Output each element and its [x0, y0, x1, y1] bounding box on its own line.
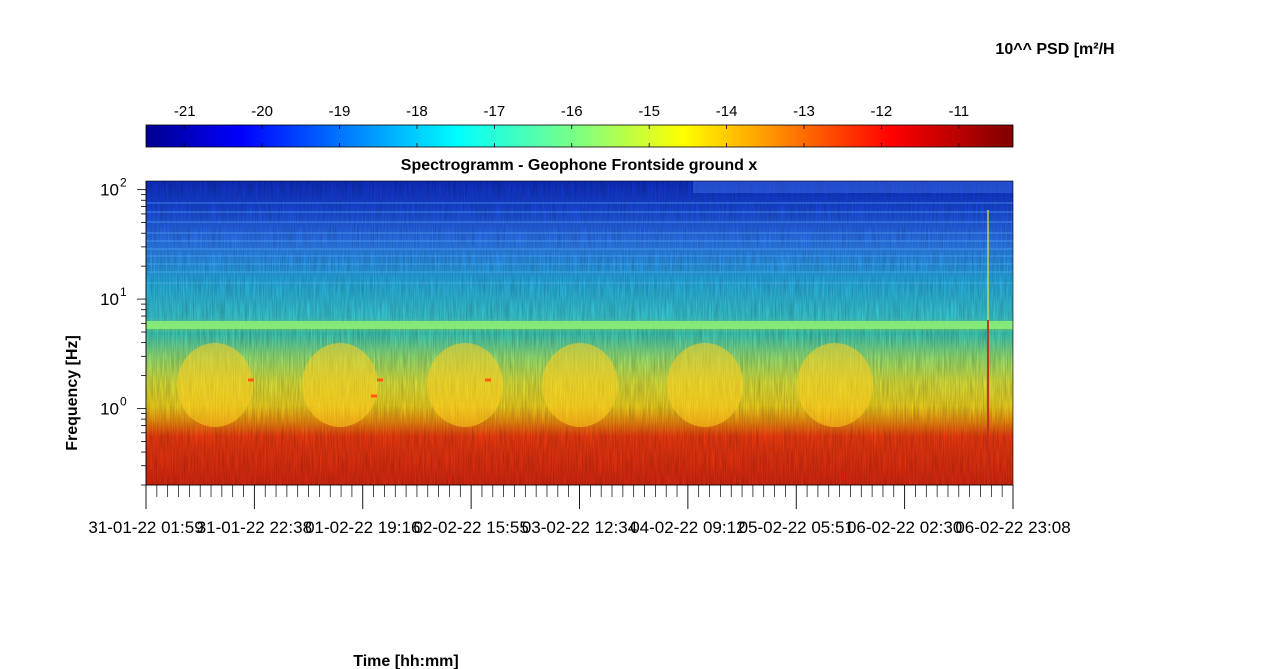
x-tick-label: 04-02-22 09:12 [630, 518, 745, 537]
colorbar-tick-label: -21 [174, 103, 196, 120]
y-axis-label: Frequency [Hz] [64, 335, 81, 451]
event-mark [371, 394, 377, 398]
colorbar-tick-label: -17 [484, 103, 506, 120]
colorbar-tick-label: -19 [329, 103, 351, 120]
high-freq-block [693, 181, 1013, 193]
colorbar-label: 10^^ PSD [m²/H [995, 41, 1114, 58]
activity-patch [302, 343, 378, 427]
spectrogram-plot-area [145, 180, 1014, 486]
y-tick-label: 10 [100, 290, 119, 309]
colorbar-tick-label: -20 [251, 103, 273, 120]
chart-title: Spectrogramm - Geophone Frontside ground… [401, 157, 758, 174]
x-tick-label: 31-01-22 22:38 [197, 518, 312, 537]
colorbar-tick-label: -14 [716, 103, 738, 120]
x-tick-label: 03-02-22 12:34 [522, 518, 637, 537]
y-tick-exponent: 2 [120, 176, 127, 190]
x-tick-label: 06-02-22 02:30 [847, 518, 962, 537]
colorbar: -21 -20 -19 -18 -17 -16 -15 -14 -13 -12 -11 [145, 103, 1014, 148]
resonance-band [146, 321, 1013, 329]
colorbar-tick-label: -18 [406, 103, 428, 120]
event-mark [248, 378, 254, 382]
colorbar-tick-label: -11 [949, 103, 970, 120]
colorbar-gradient [145, 124, 1014, 148]
y-tick-label: 10 [100, 181, 119, 200]
colorbar-tick-label: -13 [793, 103, 815, 120]
spectrogram-features [146, 181, 1013, 485]
y-tick-label: 10 [100, 400, 119, 419]
colorbar-ticks: -21 -20 -19 -18 -17 -16 -15 -14 -13 -12 -11 [174, 103, 969, 147]
x-tick-label: 31-01-22 01:59 [88, 518, 203, 537]
colorbar-tick-label: -16 [561, 103, 583, 120]
y-tick-exponent: 1 [120, 285, 127, 299]
spectrogram-texture [146, 181, 1013, 485]
x-tick-label: 05-02-22 05:51 [739, 518, 854, 537]
activity-patch [667, 343, 743, 427]
activity-patch [177, 343, 253, 427]
activity-patch [797, 343, 873, 427]
x-tick-label: 02-02-22 15:55 [413, 518, 528, 537]
activity-patch [427, 343, 503, 427]
y-tick-exponent: 0 [120, 395, 127, 409]
x-axis-label: Time [hh:mm] [353, 653, 458, 669]
x-tick-label: 01-02-22 19:16 [305, 518, 420, 537]
event-mark [485, 378, 491, 382]
colorbar-tick-label: -12 [871, 103, 893, 120]
activity-patch [542, 343, 618, 427]
colorbar-tick-label: -15 [638, 103, 660, 120]
x-tick-label: 06-02-22 23:08 [955, 518, 1070, 537]
event-mark [377, 378, 383, 382]
